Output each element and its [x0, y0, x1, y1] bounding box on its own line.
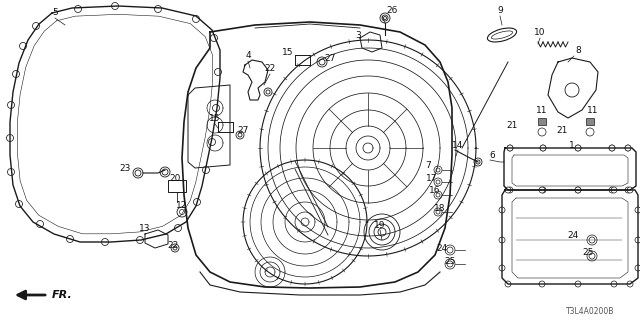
Text: T3L4A0200B: T3L4A0200B	[566, 308, 614, 316]
Circle shape	[36, 220, 44, 228]
Circle shape	[193, 15, 200, 22]
Text: 20: 20	[170, 173, 180, 182]
Circle shape	[499, 265, 505, 271]
Circle shape	[507, 187, 513, 193]
Text: 7: 7	[425, 161, 431, 170]
Text: 9: 9	[497, 5, 503, 14]
Circle shape	[609, 145, 615, 151]
Circle shape	[627, 187, 633, 193]
Text: 11: 11	[588, 106, 599, 115]
Circle shape	[13, 70, 19, 77]
Circle shape	[575, 145, 581, 151]
Circle shape	[499, 237, 505, 243]
Circle shape	[635, 237, 640, 243]
Text: 4: 4	[245, 51, 251, 60]
Text: 18: 18	[435, 204, 445, 212]
Circle shape	[625, 145, 631, 151]
Circle shape	[211, 35, 218, 42]
Circle shape	[539, 281, 545, 287]
Text: 21: 21	[506, 121, 518, 130]
Text: 19: 19	[374, 220, 386, 229]
Text: FR.: FR.	[52, 290, 73, 300]
Text: 25: 25	[582, 247, 594, 257]
Text: 16: 16	[429, 186, 441, 195]
Circle shape	[6, 134, 13, 141]
Circle shape	[67, 236, 74, 243]
Circle shape	[19, 43, 26, 50]
Circle shape	[111, 3, 118, 10]
Text: 8: 8	[575, 45, 581, 54]
Text: 17: 17	[426, 173, 438, 182]
Circle shape	[540, 145, 546, 151]
Circle shape	[15, 201, 22, 207]
Circle shape	[625, 187, 631, 193]
Text: 22: 22	[168, 241, 179, 250]
Text: 13: 13	[140, 223, 151, 233]
Circle shape	[611, 281, 617, 287]
Circle shape	[507, 145, 513, 151]
Circle shape	[505, 281, 511, 287]
Text: 24: 24	[436, 244, 447, 252]
Text: 15: 15	[209, 114, 221, 123]
Circle shape	[507, 145, 513, 151]
Circle shape	[209, 139, 216, 146]
Text: 3: 3	[355, 30, 361, 39]
Circle shape	[8, 169, 15, 175]
Circle shape	[575, 145, 581, 151]
Circle shape	[575, 187, 581, 193]
Circle shape	[8, 101, 15, 108]
Circle shape	[540, 145, 546, 151]
Text: 5: 5	[52, 7, 58, 17]
Text: 15: 15	[282, 47, 294, 57]
Text: 11: 11	[536, 106, 548, 115]
Circle shape	[627, 281, 633, 287]
Text: 12: 12	[176, 201, 188, 210]
Text: 1: 1	[569, 140, 575, 149]
Circle shape	[214, 68, 221, 76]
Text: 27: 27	[324, 53, 336, 62]
Circle shape	[625, 145, 631, 151]
Circle shape	[575, 187, 581, 193]
Circle shape	[540, 187, 546, 193]
Bar	[168, 180, 186, 192]
Text: 27: 27	[237, 125, 249, 134]
Circle shape	[505, 187, 511, 193]
Circle shape	[175, 225, 182, 231]
Circle shape	[136, 236, 143, 244]
Circle shape	[609, 145, 615, 151]
Circle shape	[193, 198, 200, 205]
Bar	[538, 118, 546, 125]
Circle shape	[635, 265, 640, 271]
Circle shape	[539, 187, 545, 193]
Text: 21: 21	[556, 125, 568, 134]
Circle shape	[635, 207, 640, 213]
Text: 14: 14	[452, 140, 464, 149]
Circle shape	[611, 187, 617, 193]
Circle shape	[575, 281, 581, 287]
Circle shape	[102, 238, 109, 245]
Text: 26: 26	[387, 5, 397, 14]
Text: 24: 24	[568, 230, 579, 239]
Bar	[586, 118, 594, 125]
Circle shape	[154, 5, 161, 12]
Text: 22: 22	[264, 63, 276, 73]
Text: 6: 6	[489, 150, 495, 159]
Circle shape	[33, 22, 40, 29]
Text: 10: 10	[534, 28, 546, 36]
Circle shape	[202, 166, 209, 173]
Circle shape	[609, 187, 615, 193]
Circle shape	[499, 207, 505, 213]
Circle shape	[74, 5, 81, 12]
Text: 23: 23	[119, 164, 131, 172]
Text: 25: 25	[444, 258, 456, 267]
Circle shape	[212, 105, 220, 111]
